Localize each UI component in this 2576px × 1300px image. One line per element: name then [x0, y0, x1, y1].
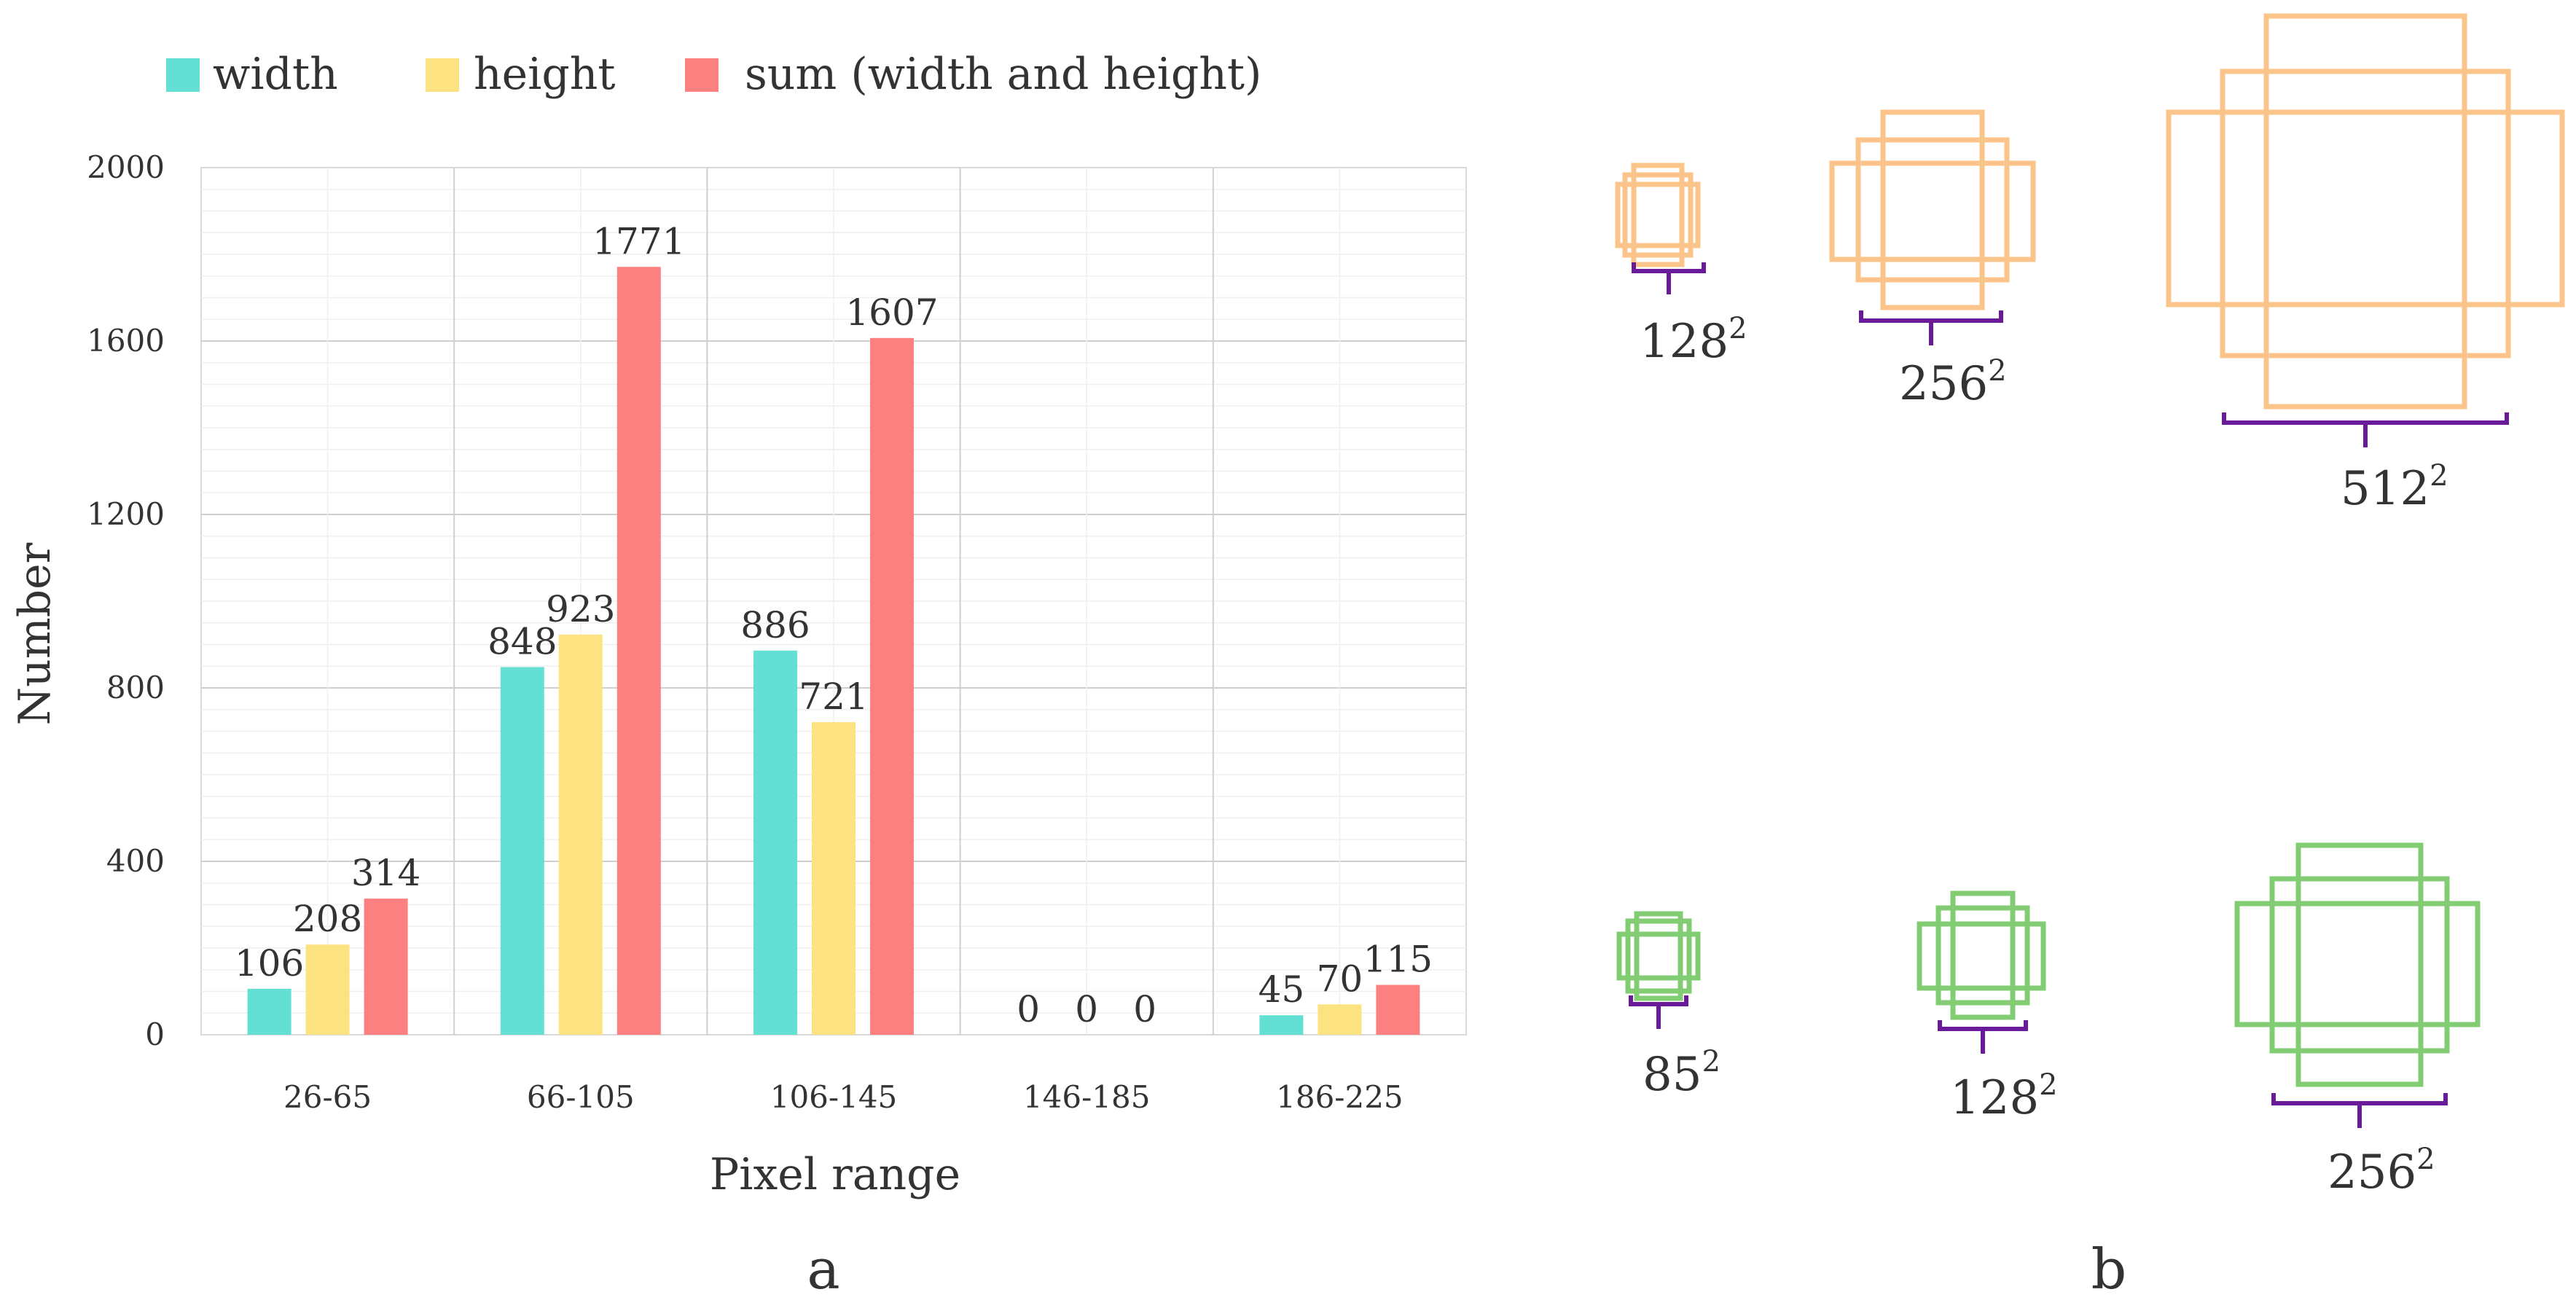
- x-tick-label: 146-185: [1023, 1079, 1151, 1115]
- anchor-set-green-256: [2234, 842, 2481, 1087]
- y-tick-label: 2000: [87, 149, 165, 185]
- label-orange-512: 5122: [2341, 459, 2448, 516]
- bracket-orange-256: [1859, 310, 2003, 345]
- bar-sum-66-105: [616, 267, 661, 1035]
- y-tick-label: 1200: [87, 496, 165, 532]
- data-label-width-26-65: 106: [235, 942, 304, 984]
- data-label-sum-106-145: 1607: [845, 291, 938, 334]
- label-orange-128: 1282: [1640, 312, 1747, 369]
- panel-label-b: b: [2091, 1237, 2127, 1300]
- anchor-set-orange-256: [1829, 109, 2036, 310]
- legend-label-height: height: [474, 49, 616, 100]
- bracket-orange-512: [2222, 412, 2509, 447]
- y-tick-label: 0: [145, 1017, 165, 1052]
- y-tick-label: 800: [106, 670, 165, 705]
- bracket-green-256: [2271, 1093, 2448, 1128]
- label-green-85: 852: [1643, 1045, 1720, 1102]
- data-label-sum-146-185: 0: [1133, 988, 1156, 1030]
- data-label-width-186-225: 45: [1258, 968, 1305, 1011]
- bar-sum-186-225: [1376, 984, 1420, 1035]
- data-label-height-106-145: 721: [799, 676, 868, 718]
- y-tick-label: 400: [106, 843, 165, 879]
- data-label-sum-186-225: 115: [1363, 939, 1433, 981]
- brackets: [1629, 262, 2509, 1128]
- bar-width-66-105: [500, 667, 544, 1035]
- x-tick-label: 186-225: [1276, 1079, 1404, 1115]
- bar-height-66-105: [558, 634, 603, 1035]
- data-label-height-26-65: 208: [293, 898, 362, 940]
- label-green-128: 1282: [1950, 1068, 2058, 1125]
- bar-width-26-65: [247, 988, 291, 1035]
- y-tick-labels: 0 400 800 1200 1600 2000: [87, 149, 165, 1052]
- bar-height-26-65: [305, 944, 350, 1035]
- data-label-width-106-145: 886: [740, 604, 810, 646]
- bar-width-186-225: [1259, 1015, 1304, 1035]
- anchor-set-orange-512: [2166, 13, 2565, 410]
- x-tick-label: 66-105: [527, 1079, 635, 1115]
- data-label-sum-66-105: 1771: [592, 220, 685, 262]
- panel-label-a: a: [807, 1237, 839, 1300]
- bar-sum-106-145: [870, 337, 914, 1035]
- legend-swatch-height: [426, 58, 459, 92]
- x-tick-label: 26-65: [283, 1079, 372, 1115]
- bar-height-106-145: [812, 722, 856, 1035]
- y-tick-label: 1600: [87, 323, 165, 359]
- data-label-height-66-105: 923: [546, 588, 615, 630]
- label-orange-256: 2562: [1899, 354, 2007, 411]
- data-label-width-66-105: 848: [488, 620, 557, 662]
- anchor-set-green-128: [1917, 890, 2046, 1020]
- bracket-green-128: [1938, 1020, 2028, 1054]
- x-tick-labels: 26-65 66-105 106-145 146-185 186-225: [283, 1079, 1404, 1115]
- anchor-labels: 1282 2562 5122 852 1282 2562: [1640, 312, 2448, 1199]
- data-label-height-146-185: 0: [1075, 988, 1098, 1030]
- bar-height-186-225: [1318, 1004, 1362, 1035]
- anchor-diagram: 1282 2562 5122 852 1282 2562 b: [1615, 13, 2565, 1300]
- legend-label-width: width: [213, 49, 338, 100]
- bars: [247, 267, 1420, 1035]
- data-label-height-186-225: 70: [1317, 958, 1363, 1000]
- data-label-sum-26-65: 314: [351, 852, 420, 894]
- x-axis-label: Pixel range: [710, 1149, 960, 1200]
- legend: width height sum (width and height): [166, 49, 1261, 100]
- bracket-green-85: [1629, 995, 1688, 1029]
- label-green-256: 2562: [2328, 1143, 2435, 1199]
- bar-sum-26-65: [364, 898, 408, 1035]
- x-tick-label: 106-145: [770, 1079, 898, 1115]
- data-label-width-146-185: 0: [1017, 988, 1040, 1030]
- legend-swatch-width: [166, 58, 200, 92]
- bar-width-106-145: [753, 650, 797, 1035]
- anchor-set-green-85: [1616, 911, 1701, 1001]
- bracket-orange-128: [1632, 262, 1706, 294]
- y-axis-label: Number: [9, 542, 60, 725]
- legend-label-sum: sum (width and height): [745, 49, 1261, 100]
- anchor-set-orange-128: [1615, 162, 1701, 267]
- legend-swatch-sum: [685, 58, 719, 92]
